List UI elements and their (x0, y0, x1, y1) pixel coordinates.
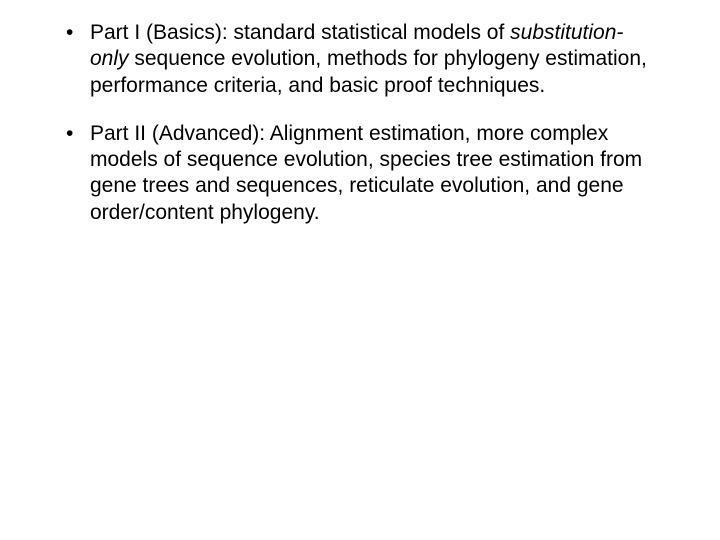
bullet-item: Part II (Advanced): Alignment estimation… (60, 121, 660, 226)
bullet-item: Part I (Basics): standard statistical mo… (60, 20, 660, 99)
bullet-text-prefix: Part I (Basics): standard statistical mo… (90, 21, 510, 44)
bullet-list: Part I (Basics): standard statistical mo… (60, 20, 660, 248)
slide: Part I (Basics): standard statistical mo… (0, 0, 720, 540)
bullet-text-suffix: sequence evolution, methods for phylogen… (90, 47, 647, 96)
bullet-text-prefix: Part II (Advanced): Alignment estimation… (90, 122, 642, 224)
